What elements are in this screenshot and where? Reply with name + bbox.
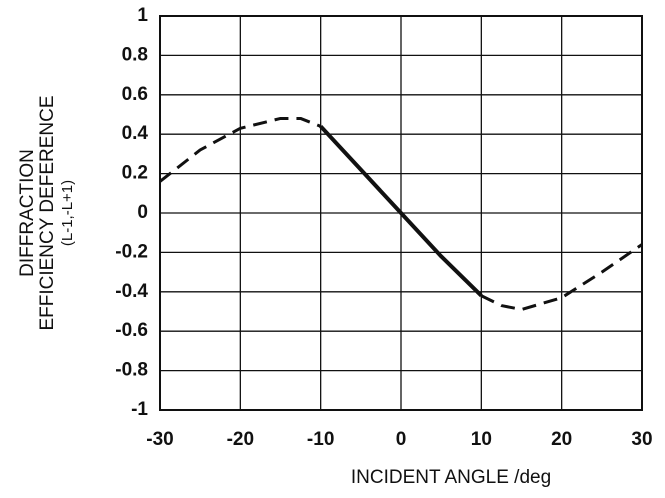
x-axis-label: INCIDENT ANGLE /deg	[351, 467, 551, 488]
y-tick-label: -0.4	[115, 281, 148, 302]
y-tick-label: 0	[137, 202, 148, 223]
y-axis-label: DIFFRACTION EFFICIENCY DEFERENCE (L-1,-L…	[17, 95, 76, 330]
y-axis-label-line: DIFFRACTION	[17, 149, 38, 277]
y-tick-label: -0.8	[115, 360, 148, 381]
y-tick-label: -1	[131, 399, 148, 420]
y-tick-label: -0.2	[115, 241, 148, 262]
x-tick-label: 30	[631, 429, 652, 450]
x-tick-label: 10	[471, 429, 492, 450]
y-tick-label: 0.4	[122, 123, 149, 144]
x-tick-label: -20	[227, 429, 254, 450]
y-tick-label: 0.6	[122, 84, 148, 105]
data-line	[159, 116, 643, 312]
x-tick-label: 0	[396, 429, 407, 450]
x-tick-label: 20	[551, 429, 572, 450]
y-tick-label: 0.8	[122, 44, 148, 65]
y-tick-label: 0.2	[122, 163, 148, 184]
data-line	[319, 124, 483, 298]
x-tick-label: -10	[307, 429, 334, 450]
y-axis-label-line: EFFICIENCY DEFERENCE	[37, 95, 58, 330]
y-axis-label-line: (L-1,-L+1)	[59, 180, 76, 246]
y-tick-label: -0.6	[115, 320, 148, 341]
y-tick-label: 1	[137, 5, 148, 26]
x-tick-label: -30	[146, 429, 173, 450]
